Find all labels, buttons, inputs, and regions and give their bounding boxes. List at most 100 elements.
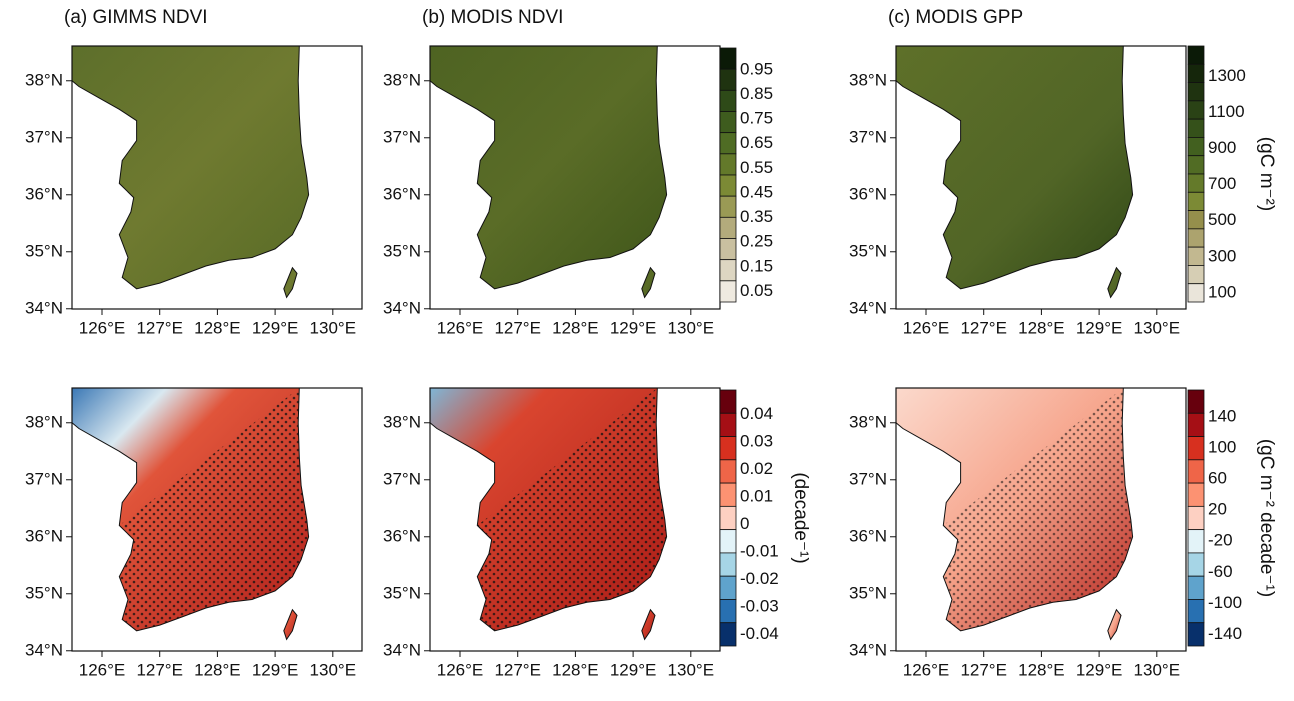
land	[71, 45, 310, 290]
colorbar-label: 1100	[1208, 102, 1245, 121]
colorbar-label: 140	[1208, 407, 1236, 426]
lon-label: 130°E	[310, 660, 357, 679]
lon-label: 127°E	[494, 660, 541, 679]
lat-label: 36°N	[25, 184, 63, 203]
colorbar-label: 0.03	[740, 431, 773, 450]
lat-label: 37°N	[383, 127, 421, 146]
colorbar-label: 100	[1208, 438, 1236, 457]
colorbar-box	[719, 575, 737, 600]
lon-label: 128°E	[1018, 660, 1065, 679]
lon-label: 130°E	[1134, 660, 1181, 679]
colorbar-label: 0.05	[740, 281, 773, 300]
colorbar-label: 0	[740, 514, 749, 533]
colorbar-label: -140	[1208, 624, 1242, 643]
colorbar-label: -0.01	[740, 541, 779, 560]
lat-label: 37°N	[25, 469, 63, 488]
lon-label: 127°E	[494, 318, 541, 337]
colorbar-box	[1187, 173, 1205, 193]
colorbar-box	[1187, 482, 1205, 507]
colorbar-box	[1187, 265, 1205, 285]
lat-label: 34°N	[383, 298, 421, 317]
lon-label: 126°E	[437, 660, 484, 679]
colorbar-label: 0.35	[740, 207, 773, 226]
lon-label: 127°E	[960, 660, 1007, 679]
colorbar-label: 500	[1208, 210, 1236, 229]
island	[641, 608, 656, 641]
colorbar-box	[1187, 552, 1205, 577]
colorbar-box	[1187, 137, 1205, 157]
map-panel: 38°N 37°N 36°N 35°N 34°N 126°E 127°E 128°E 129°E…	[383, 7, 721, 337]
lon-label: 126°E	[903, 660, 950, 679]
lat-label: 36°N	[383, 184, 421, 203]
colorbar-box	[1187, 436, 1205, 461]
significance-stipple	[119, 388, 309, 631]
colorbar-box	[719, 47, 737, 70]
colorbar-label: 0.02	[740, 459, 773, 478]
panel-title: (b) MODIS NDVI	[422, 7, 563, 28]
lon-label: 128°E	[194, 318, 241, 337]
colorbar-label: -0.03	[740, 596, 779, 615]
lon-label: 130°E	[668, 660, 715, 679]
lat-label: 35°N	[383, 241, 421, 260]
lon-label: 129°E	[252, 660, 299, 679]
significance-stipple	[477, 388, 667, 631]
map-panel: 38°N 37°N 36°N 35°N 34°N 126°E 127°E 128°E 129°E…	[25, 7, 363, 337]
colorbar-label: 0.55	[740, 158, 773, 177]
lon-label: 128°E	[1018, 318, 1065, 337]
lon-label: 130°E	[668, 318, 715, 337]
lat-label: 38°N	[25, 412, 63, 431]
colorbar-box	[719, 238, 737, 261]
lat-label: 36°N	[25, 526, 63, 545]
lat-label: 36°N	[849, 184, 887, 203]
colorbar-label: 0.15	[740, 256, 773, 275]
colorbar-box	[719, 68, 737, 91]
lat-label: 35°N	[849, 241, 887, 260]
map-panel: 38°N 37°N 36°N 35°N 34°N 126°E 127°E 128°E 129°E…	[849, 7, 1187, 337]
colorbar-label: 0.25	[740, 232, 773, 251]
colorbar-box	[1187, 505, 1205, 531]
colorbar-label: 60	[1208, 469, 1227, 488]
lon-label: 126°E	[903, 318, 950, 337]
colorbar-box	[719, 529, 737, 554]
land	[895, 45, 1134, 290]
colorbar: 1300 1100 900 700 500 300 100 (gC m⁻²)	[1187, 45, 1277, 303]
colorbar-box	[1187, 412, 1205, 437]
colorbar-box	[719, 132, 737, 155]
lat-label: 38°N	[849, 70, 887, 89]
lon-label: 129°E	[252, 318, 299, 337]
colorbar-label: 900	[1208, 138, 1236, 157]
colorbar-box	[1187, 575, 1205, 600]
colorbar-box	[719, 259, 737, 282]
lon-label: 129°E	[610, 318, 657, 337]
colorbar-box	[719, 436, 737, 461]
colorbar-box	[719, 459, 737, 484]
significance-stipple	[943, 388, 1133, 631]
colorbar-label: -100	[1208, 593, 1242, 612]
colorbar-box	[1187, 45, 1205, 65]
colorbar-unit: (decade⁻¹)	[790, 472, 811, 563]
lon-label: 126°E	[437, 318, 484, 337]
colorbar-box	[1187, 63, 1205, 83]
colorbar-box	[719, 195, 737, 218]
lat-label: 35°N	[25, 241, 63, 260]
colorbar-box	[719, 153, 737, 176]
colorbar-label: 0.45	[740, 182, 773, 201]
lon-label: 128°E	[552, 660, 599, 679]
lat-label: 37°N	[849, 469, 887, 488]
colorbar-label: 700	[1208, 174, 1236, 193]
lat-label: 37°N	[383, 469, 421, 488]
island	[283, 608, 298, 641]
lat-label: 34°N	[383, 640, 421, 659]
colorbar-label: 0.01	[740, 486, 773, 505]
colorbar-box	[719, 280, 737, 303]
lon-label: 130°E	[310, 318, 357, 337]
colorbar-label: 20	[1208, 500, 1227, 519]
colorbar-box	[719, 111, 737, 134]
lat-label: 34°N	[25, 640, 63, 659]
map-panel: 38°N 37°N 36°N 35°N 34°N 126°E 127°E 128°E 129°E…	[849, 387, 1187, 679]
colorbar-label: 0.75	[740, 109, 773, 128]
lat-label: 34°N	[25, 298, 63, 317]
lat-label: 38°N	[383, 70, 421, 89]
island	[1107, 266, 1122, 299]
